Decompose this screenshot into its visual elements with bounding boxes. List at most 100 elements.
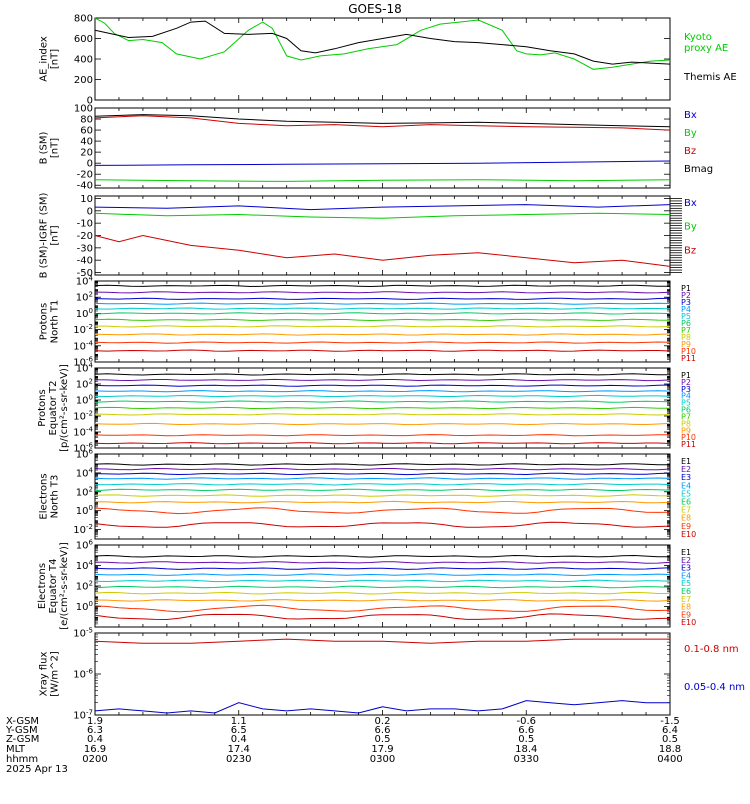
series-line-by (94, 179, 671, 182)
legend-label-bx: Bx (684, 198, 697, 209)
series-line-bz (94, 234, 671, 267)
channel-line-p8 (94, 413, 671, 416)
series-line-by (94, 212, 671, 219)
y-tick-label: 10-6 (73, 442, 93, 455)
channel-line-p2 (94, 291, 671, 294)
y-axis-label: [nT] (50, 138, 61, 158)
channel-label-e4: E4 (681, 481, 691, 490)
footer-value: 6.5 (231, 725, 247, 736)
y-axis-label: Equator T4 (48, 559, 59, 614)
channel-label-p7: P7 (681, 412, 691, 421)
y-tick-label: 100 (76, 394, 93, 407)
channel-line-e2 (94, 561, 671, 564)
channel-label-p9: P9 (681, 340, 691, 349)
channel-label-e4: E4 (681, 571, 691, 580)
channel-label-p11: P11 (681, 440, 696, 449)
footer-value: 0330 (514, 754, 539, 765)
channel-line-p11 (94, 442, 671, 445)
channel-line-e2 (94, 467, 671, 471)
y-tick-label: 0 (87, 159, 93, 170)
legend-label-by: By (684, 222, 697, 233)
channel-line-e5 (94, 579, 671, 583)
channel-line-e8 (94, 500, 671, 504)
legend-label-kyoto: Kyoto (684, 32, 712, 43)
y-tick-label: 100 (76, 600, 93, 613)
footer-value: 0200 (82, 754, 107, 765)
footer-row-label: hhmm (6, 754, 38, 765)
channel-line-p7 (94, 406, 671, 410)
y-axis-label: Electrons (39, 473, 50, 519)
channel-label-p1: P1 (681, 371, 691, 380)
channel-line-e7 (94, 494, 671, 497)
y-tick-label: 10-4 (73, 339, 93, 352)
channel-label-e3: E3 (681, 473, 691, 482)
y-tick-label: 102 (76, 378, 93, 391)
series-line-themis-ae (94, 20, 671, 65)
channel-line-e8 (94, 598, 671, 602)
channel-label-e8: E8 (681, 514, 691, 523)
legend-label-by: By (684, 128, 697, 139)
channel-line-e3 (94, 567, 671, 570)
series-line-0-05-0-4-nm (94, 700, 670, 714)
y-tick-label: 10-6 (73, 668, 93, 681)
y-axis-label: [p/(cm²-s-sr-keV)] (59, 364, 70, 452)
legend-label-themis-ae: Themis AE (683, 72, 737, 83)
series-line-bz (94, 115, 671, 131)
footer-row-label: Z-GSM (6, 734, 39, 745)
channel-line-e4 (94, 477, 671, 480)
channel-label-e10: E10 (681, 618, 696, 627)
channel-line-p4 (94, 390, 671, 393)
footer-row-label: Y-GSM (5, 725, 38, 736)
y-tick-label: 100 (74, 104, 93, 115)
y-tick-label: 60 (80, 126, 93, 137)
channel-line-p5 (94, 394, 671, 398)
y-tick-label: -40 (77, 256, 93, 267)
channel-line-e1 (94, 554, 671, 558)
channel-line-e10 (94, 613, 671, 621)
channel-label-p11: P11 (681, 354, 696, 363)
channel-label-e5: E5 (681, 579, 691, 588)
channel-label-p6: P6 (681, 319, 691, 328)
y-tick-label: -40 (77, 181, 93, 192)
y-tick-label: 10-2 (73, 323, 93, 336)
y-axis-label: Protons (37, 389, 48, 426)
channel-label-p4: P4 (681, 392, 691, 401)
channel-line-p9 (94, 333, 671, 336)
y-axis-label: Equator T2 (48, 381, 59, 436)
figure-title: GOES-18 (348, 2, 402, 16)
footer-row-label: X-GSM (6, 716, 39, 727)
channel-label-p1: P1 (681, 284, 691, 293)
y-tick-label: 600 (74, 34, 93, 45)
channel-line-p10 (94, 434, 671, 437)
footer-value: 18.4 (515, 744, 537, 755)
y-axis-label: AE_index (39, 36, 50, 82)
footer-value: 0300 (370, 754, 395, 765)
footer-value: 17.4 (228, 744, 250, 755)
channel-line-p6 (94, 400, 671, 403)
panel-frame-b_sm (94, 107, 671, 189)
channel-label-e5: E5 (681, 489, 691, 498)
channel-label-p7: P7 (681, 326, 691, 335)
channel-label-p3: P3 (681, 298, 691, 307)
footer-value: 0.4 (87, 734, 103, 745)
y-tick-label: 106 (76, 539, 94, 552)
y-tick-label: 104 (76, 362, 94, 375)
channel-line-p3 (94, 384, 671, 387)
y-axis-label: [nT] (50, 225, 61, 245)
channel-line-p7 (94, 318, 671, 322)
y-axis-label: [nT] (50, 49, 61, 69)
channel-label-e3: E3 (681, 564, 691, 573)
footer-value: 17.9 (371, 744, 393, 755)
y-axis-label: North T3 (50, 475, 61, 519)
series-line-bx (94, 204, 671, 211)
y-tick-label: -50 (77, 268, 93, 279)
channel-label-p10: P10 (681, 433, 696, 442)
footer-value: 0.5 (375, 734, 391, 745)
channel-line-p5 (94, 307, 671, 310)
y-tick-label: 10-4 (73, 426, 93, 439)
legend-label-bz: Bz (684, 245, 696, 256)
series-line-kyoto-proxy-ae (94, 17, 671, 70)
y-axis-label: B (SM) (39, 131, 50, 164)
